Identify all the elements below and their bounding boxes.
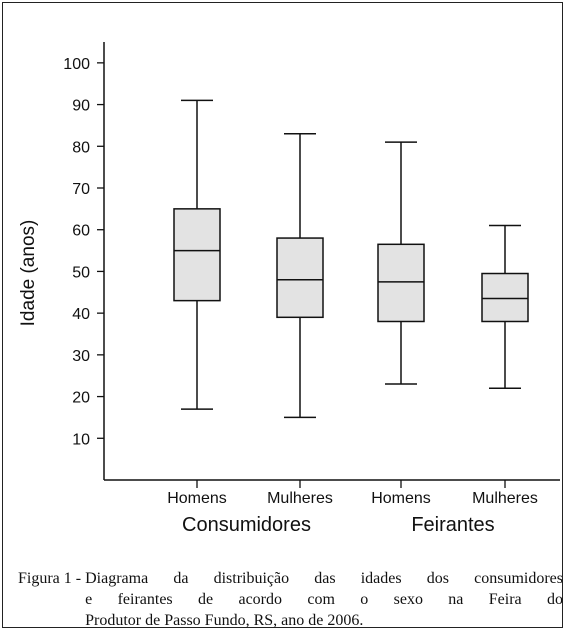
y-tick-label: 10 [72,431,90,448]
category-label: Homens [167,490,227,507]
group-label: Feirantes [411,514,494,536]
y-tick-label: 80 [72,139,90,156]
y-tick-label: 100 [63,56,90,73]
iqr-box [276,237,324,319]
caption-line: e feirantes de acordo com o sexo na Feir… [85,591,563,608]
y-tick-label: 50 [72,264,90,281]
y-tick-label: 20 [72,390,90,407]
caption-prefix: Figura 1 - [18,570,86,587]
boxplot-chart: 10 20 30 40 50 60 70 80 90 100 Idade (anos) Homens… [18,42,560,536]
iqr-box [481,272,529,323]
labels: Homens Mulheres Homens Mulheres Consumidores… [167,490,538,536]
axes: 10 20 30 40 50 60 70 80 90 100 Idade (anos) [18,42,560,488]
y-tick-label: 40 [72,306,90,323]
iqr-box [173,208,221,302]
caption-line: Produtor de Passo Fundo, RS, ano de 2006… [85,612,364,629]
figure-caption: Figura 1 - Diagrama da distribuição das … [18,568,563,631]
y-tick-label: 70 [72,181,90,198]
y-tick-label: 90 [72,98,90,115]
category-label: Mulheres [472,490,538,507]
iqr-box [377,243,425,323]
category-label: Mulheres [267,490,333,507]
y-tick-label: 30 [72,348,90,365]
boxes [173,99,529,419]
y-tick-label: 60 [72,223,90,240]
caption-line: Diagrama da distribuição das idades dos … [85,570,563,587]
category-label: Homens [371,490,431,507]
group-label: Consumidores [182,514,311,536]
y-axis-title: Idade (anos) [18,220,39,327]
